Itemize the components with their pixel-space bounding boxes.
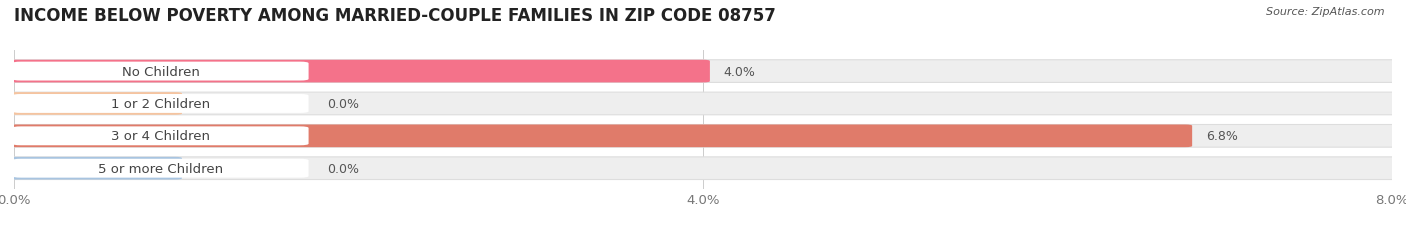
FancyBboxPatch shape bbox=[7, 157, 1399, 180]
FancyBboxPatch shape bbox=[13, 62, 308, 81]
Text: No Children: No Children bbox=[121, 65, 200, 78]
FancyBboxPatch shape bbox=[7, 61, 710, 83]
FancyBboxPatch shape bbox=[7, 125, 1192, 148]
Text: 3 or 4 Children: 3 or 4 Children bbox=[111, 130, 209, 143]
FancyBboxPatch shape bbox=[13, 159, 308, 178]
Text: 4.0%: 4.0% bbox=[724, 65, 755, 78]
FancyBboxPatch shape bbox=[13, 95, 308, 113]
FancyBboxPatch shape bbox=[7, 93, 1399, 115]
Text: 5 or more Children: 5 or more Children bbox=[98, 162, 224, 175]
FancyBboxPatch shape bbox=[13, 127, 308, 146]
Text: INCOME BELOW POVERTY AMONG MARRIED-COUPLE FAMILIES IN ZIP CODE 08757: INCOME BELOW POVERTY AMONG MARRIED-COUPL… bbox=[14, 7, 776, 25]
Text: Source: ZipAtlas.com: Source: ZipAtlas.com bbox=[1267, 7, 1385, 17]
FancyBboxPatch shape bbox=[7, 93, 181, 115]
Text: 1 or 2 Children: 1 or 2 Children bbox=[111, 97, 209, 110]
FancyBboxPatch shape bbox=[7, 125, 1399, 148]
Text: 6.8%: 6.8% bbox=[1206, 130, 1237, 143]
FancyBboxPatch shape bbox=[7, 61, 1399, 83]
FancyBboxPatch shape bbox=[7, 157, 181, 180]
Text: 0.0%: 0.0% bbox=[328, 97, 360, 110]
Text: 0.0%: 0.0% bbox=[328, 162, 360, 175]
